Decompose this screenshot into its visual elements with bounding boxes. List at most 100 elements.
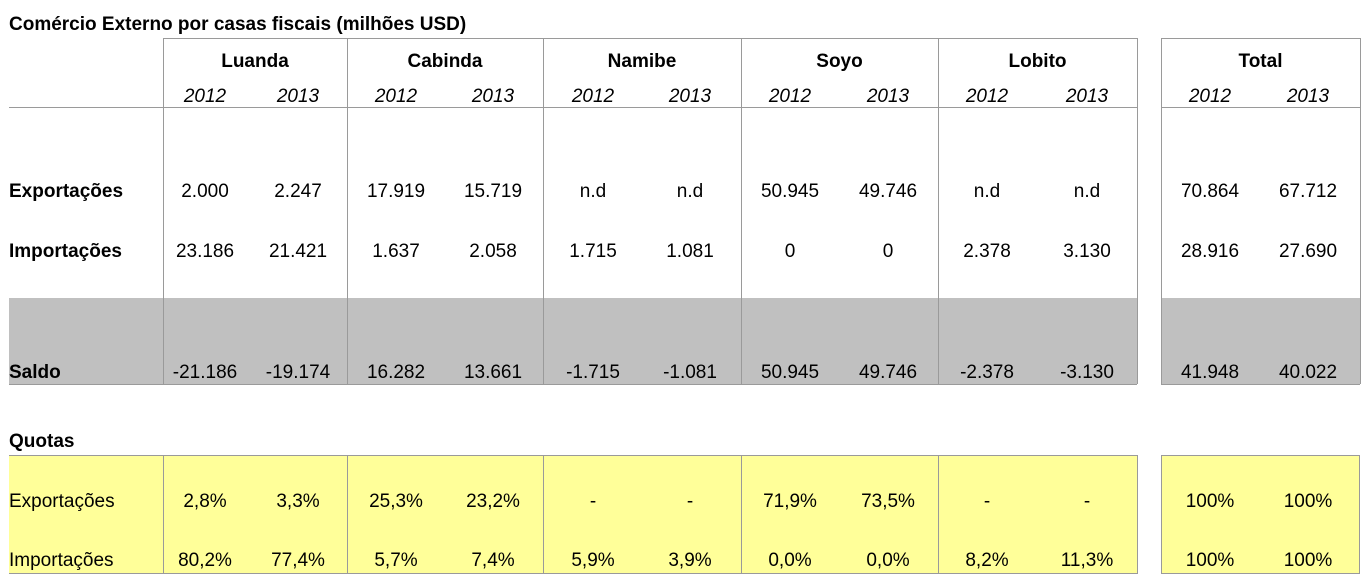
group-header-luanda: Luanda <box>221 51 289 72</box>
quotas-heading: Quotas <box>9 431 75 452</box>
table-cell: 1.081 <box>666 241 714 262</box>
row-label-exportacoes: Exportações <box>9 181 124 202</box>
saldo-band <box>9 298 1137 384</box>
col-divider <box>347 38 348 384</box>
group-header-soyo: Soyo <box>816 51 863 72</box>
table-cell: -19.174 <box>265 362 331 383</box>
total-bottom-border <box>1161 384 1360 385</box>
table-cell: 100% <box>1185 491 1235 512</box>
table-cell: 23,2% <box>466 491 520 512</box>
table-cell: 21.421 <box>268 241 328 262</box>
col-divider <box>938 38 939 384</box>
header-bottom-border <box>9 107 1137 108</box>
table-cell: 77,4% <box>271 550 325 571</box>
year-header: 2013 <box>276 86 320 107</box>
saldo-band-total <box>1161 298 1360 384</box>
table-cell: n.d <box>1073 181 1101 202</box>
table-cell: 73,5% <box>861 491 915 512</box>
col-divider <box>163 38 164 384</box>
table-cell: -21.186 <box>172 362 238 383</box>
table-cell: 2.000 <box>181 181 229 202</box>
table-cell: 2.058 <box>469 241 517 262</box>
table-cell: 28.916 <box>1180 241 1240 262</box>
table-cell: 70.864 <box>1180 181 1240 202</box>
year-header: 2012 <box>374 86 418 107</box>
table-cell: - <box>686 491 694 512</box>
row-label-saldo: Saldo <box>9 362 61 383</box>
table-cell: 0,0% <box>866 550 910 571</box>
table-cell: 16.282 <box>366 362 426 383</box>
table-cell: 23.186 <box>175 241 235 262</box>
year-header: 2013 <box>1065 86 1109 107</box>
table-cell: 13.661 <box>463 362 523 383</box>
table-cell: 1.715 <box>569 241 617 262</box>
table-title: Comércio Externo por casas fiscais (milh… <box>9 14 467 35</box>
table-cell: 67.712 <box>1278 181 1338 202</box>
table-cell: - <box>1083 491 1091 512</box>
year-header: 2012 <box>965 86 1009 107</box>
row-label-importacoes: Importações <box>9 241 122 262</box>
group-header-lobito: Lobito <box>1008 51 1067 72</box>
col-divider <box>163 455 164 574</box>
table-cell: 5,7% <box>374 550 418 571</box>
total-top-border <box>1161 38 1360 39</box>
table-cell: 100% <box>1283 491 1333 512</box>
table-cell: 2,8% <box>183 491 227 512</box>
col-divider <box>741 38 742 384</box>
table-cell: 11,3% <box>1060 550 1114 571</box>
year-header: 2012 <box>768 86 812 107</box>
table-cell: -1.715 <box>566 362 620 383</box>
year-header: 2012 <box>183 86 227 107</box>
table-cell: 0 <box>784 241 796 262</box>
col-divider <box>741 455 742 574</box>
table-cell: 5,9% <box>571 550 615 571</box>
table-cell: 15.719 <box>463 181 523 202</box>
table-cell: - <box>983 491 991 512</box>
table-cell: 8,2% <box>965 550 1009 571</box>
quotas-row-label-exportacoes: Exportações <box>9 491 115 512</box>
year-header: 2012 <box>1188 86 1232 107</box>
table-cell: 3,9% <box>668 550 712 571</box>
table-cell: 0,0% <box>768 550 812 571</box>
col-divider <box>543 38 544 384</box>
table-cell: 40.022 <box>1278 362 1338 383</box>
quotas-band-total <box>1161 455 1360 574</box>
table-cell: n.d <box>676 181 704 202</box>
table-cell: 17.919 <box>366 181 426 202</box>
table-cell: 100% <box>1283 550 1333 571</box>
table-cell: -2.378 <box>960 362 1014 383</box>
year-header: 2013 <box>1286 86 1330 107</box>
table-cell: 71,9% <box>763 491 817 512</box>
year-header: 2013 <box>866 86 910 107</box>
table-cell: 2.247 <box>274 181 322 202</box>
col-divider <box>1137 38 1138 384</box>
table-cell: - <box>589 491 597 512</box>
col-divider <box>347 455 348 574</box>
table-cell: 0 <box>882 241 894 262</box>
col-divider <box>1360 38 1361 384</box>
quotas-row-label-importacoes: Importações <box>9 550 114 571</box>
table-cell: 41.948 <box>1180 362 1240 383</box>
table-cell: 3,3% <box>276 491 320 512</box>
group-header-cabinda: Cabinda <box>407 51 483 72</box>
table-cell: n.d <box>973 181 1001 202</box>
table-cell: 100% <box>1185 550 1235 571</box>
year-header: 2013 <box>668 86 712 107</box>
table-cell: -1.081 <box>663 362 717 383</box>
table-cell: 1.637 <box>372 241 420 262</box>
col-divider <box>1137 455 1138 574</box>
table-cell: n.d <box>579 181 607 202</box>
table-cell: 49.746 <box>858 181 918 202</box>
table-cell: 50.945 <box>760 362 820 383</box>
group-header-namibe: Namibe <box>607 51 677 72</box>
year-header: 2012 <box>571 86 615 107</box>
table-cell: 2.378 <box>963 241 1011 262</box>
col-divider <box>1161 38 1162 384</box>
group-header-total: Total <box>1238 51 1283 72</box>
table-top-border <box>163 38 1137 39</box>
table-cell: 7,4% <box>471 550 515 571</box>
col-divider <box>938 455 939 574</box>
year-header: 2013 <box>471 86 515 107</box>
table-cell: -3.130 <box>1060 362 1114 383</box>
table-cell: 80,2% <box>178 550 232 571</box>
